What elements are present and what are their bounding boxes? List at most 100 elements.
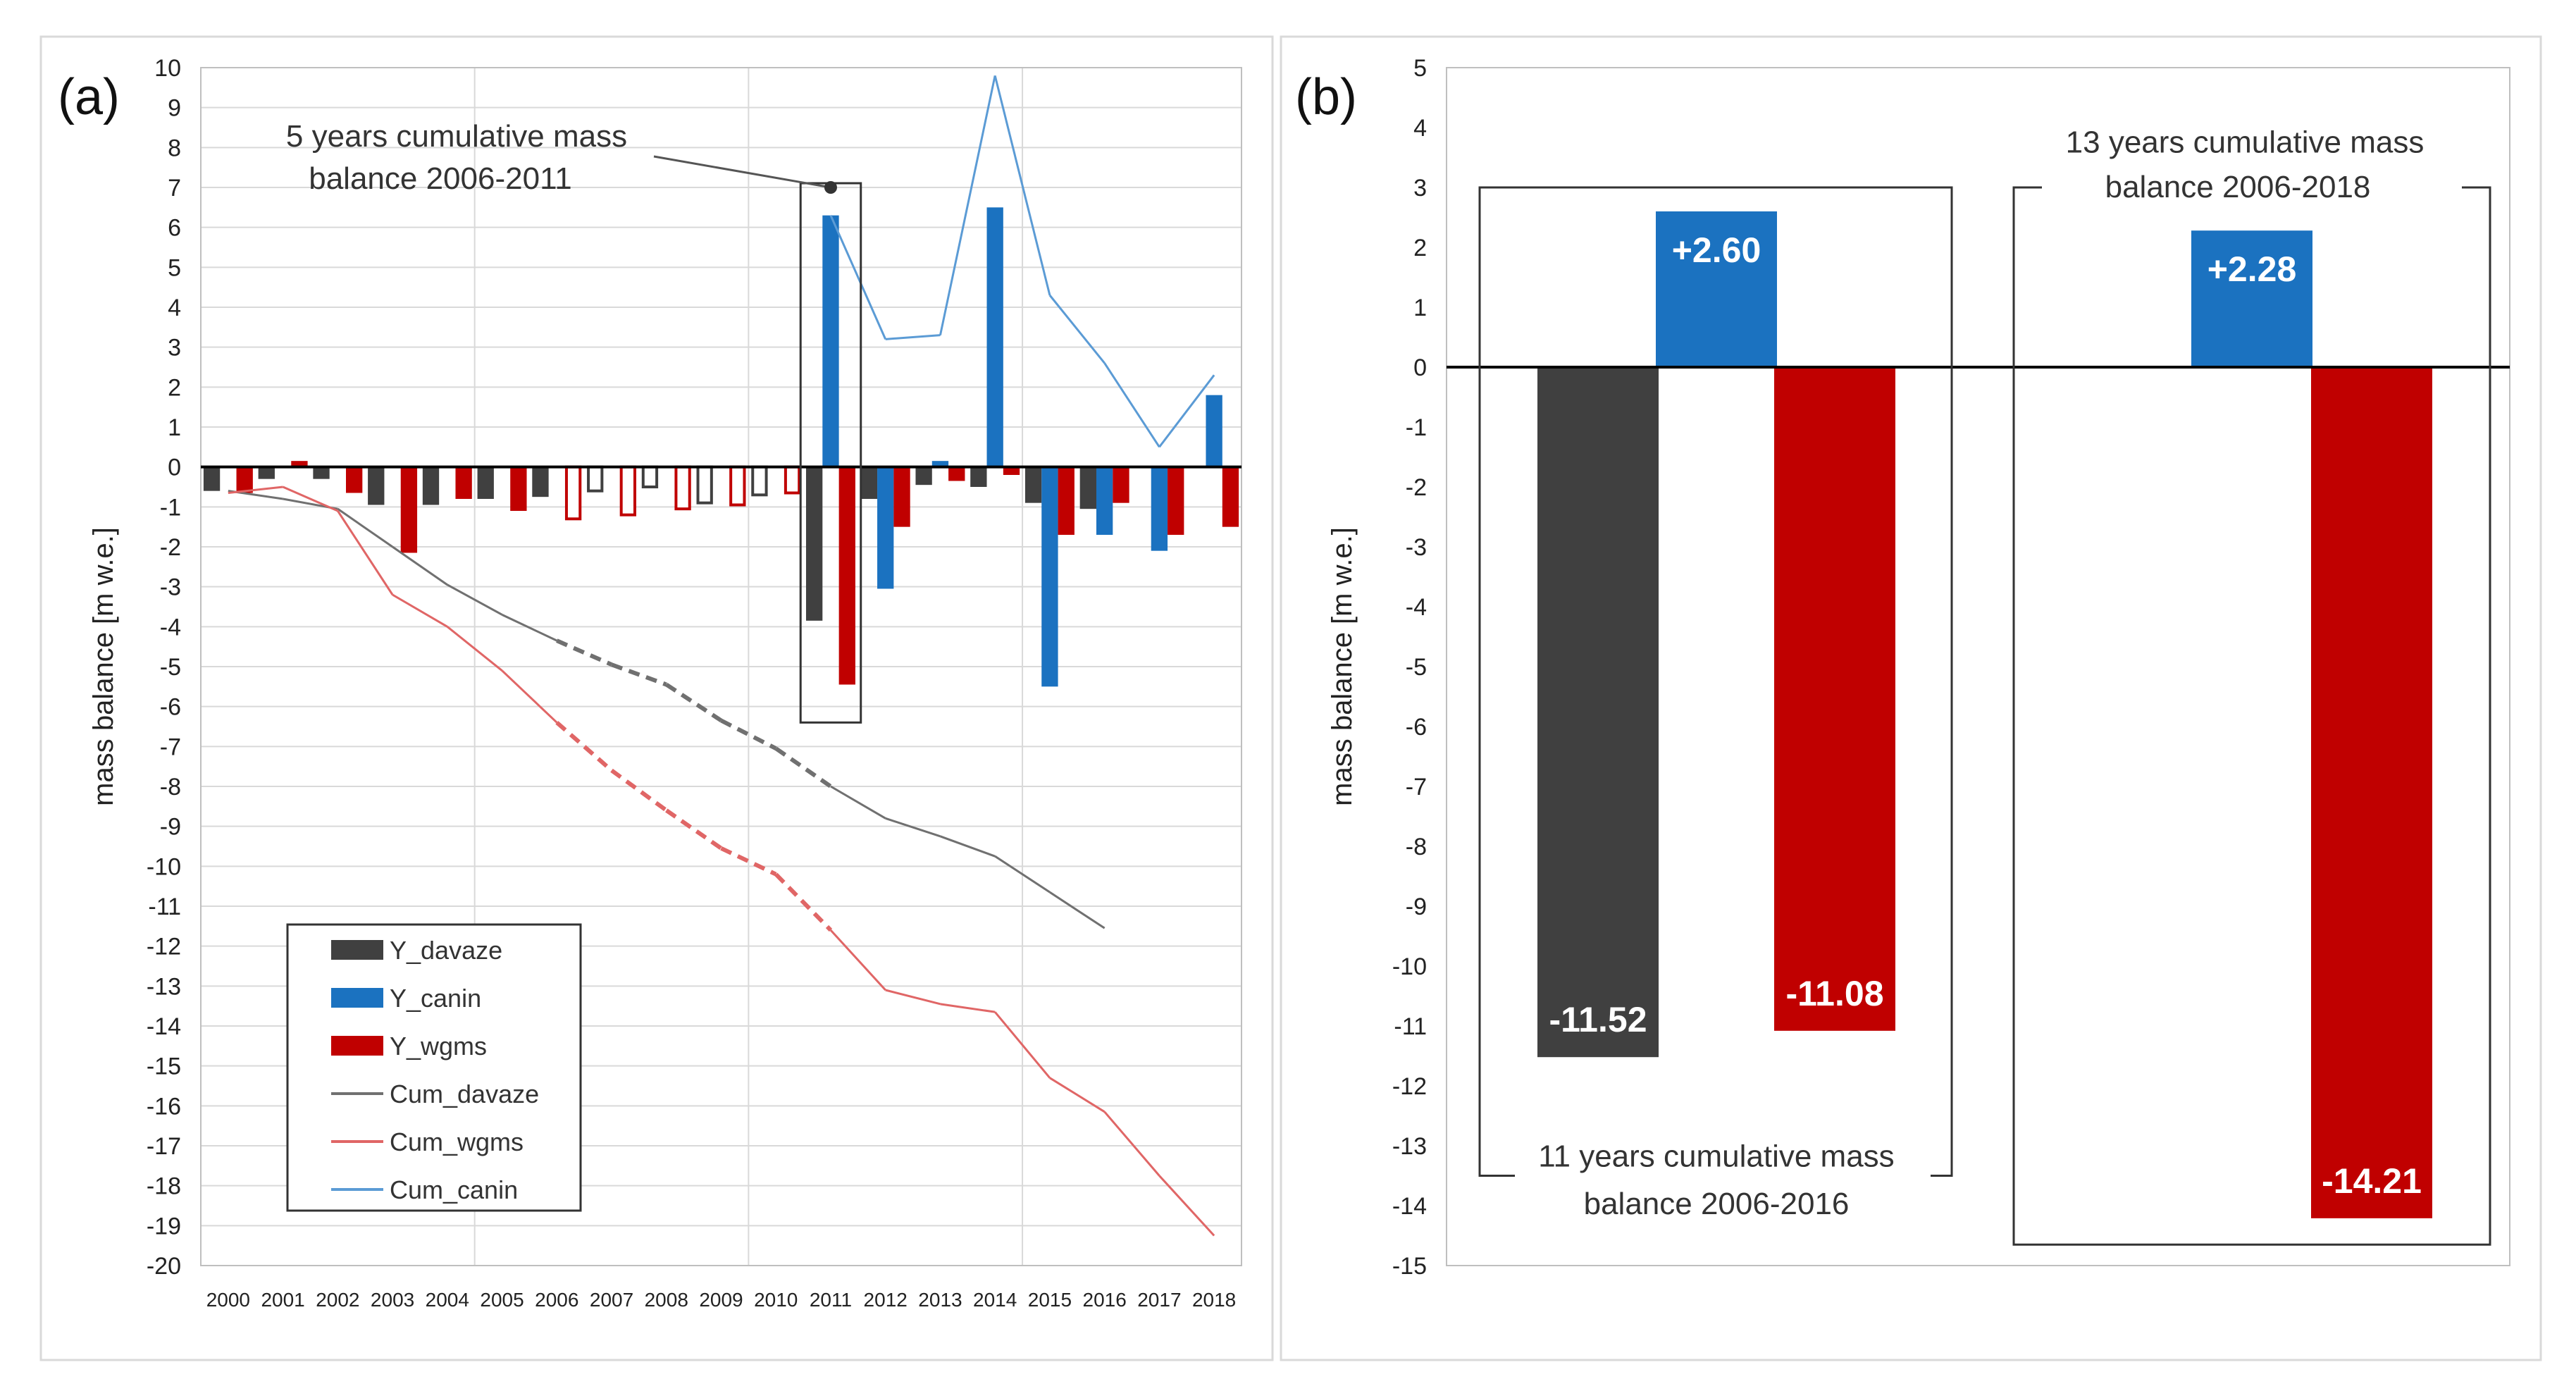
y-tick-label: 8 <box>168 135 181 161</box>
bar-y-wgms <box>2311 367 2432 1218</box>
line-cum-davaze <box>1049 891 1106 929</box>
x-tick-label: 2005 <box>480 1289 524 1311</box>
bar-y-davaze <box>915 466 932 486</box>
bar-y-canin <box>986 207 1003 467</box>
y-tick-label: -7 <box>160 734 181 760</box>
x-tick-label: 2006 <box>535 1289 578 1311</box>
bar-y-canin <box>931 461 949 467</box>
annotation-text: balance 2006-2011 <box>309 161 572 196</box>
y-tick-label: -14 <box>147 1013 181 1040</box>
bar-y-davaze <box>203 466 221 491</box>
bar-y-wgms-hollow <box>619 465 637 517</box>
bar-y-davaze <box>422 466 440 505</box>
y-tick-label: 2 <box>168 374 181 401</box>
bar-y-davaze <box>970 466 987 487</box>
line-cum-canin <box>1158 374 1215 448</box>
y-tick-label: 0 <box>168 455 181 481</box>
panel-b-frame <box>1280 35 2542 1361</box>
y-tick-label: 7 <box>168 175 181 202</box>
annotation-leader <box>653 155 831 189</box>
x-tick-label: 2008 <box>645 1289 688 1311</box>
bar-y-davaze <box>368 466 385 505</box>
legend-a <box>286 923 582 1212</box>
line-cum-davaze <box>774 746 832 789</box>
y-tick-label: -10 <box>147 853 181 880</box>
x-tick-label: 2007 <box>590 1289 633 1311</box>
bar-value-label: -11.52 <box>1549 1000 1647 1039</box>
line-cum-wgms <box>555 721 614 772</box>
bar-value-label: +2.60 <box>1672 230 1761 270</box>
bar-y-wgms <box>510 466 527 511</box>
y-tick-label: 9 <box>168 95 181 122</box>
bar-y-canin <box>1206 395 1222 467</box>
plot-area-b <box>1446 67 2510 1266</box>
bar-y-wgms-hollow <box>564 465 582 521</box>
bar-y-canin <box>2191 230 2312 367</box>
y-tick-label: -4 <box>160 614 181 641</box>
bar-y-wgms <box>1774 367 1895 1031</box>
bar-y-davaze-hollow <box>696 465 713 505</box>
y-tick-label: 0 <box>1413 354 1427 381</box>
x-tick-label: 2004 <box>426 1289 469 1311</box>
y-axis-label: mass balance [m w.e.] <box>88 527 119 806</box>
legend-swatch <box>331 1036 383 1056</box>
bar-y-davaze <box>860 466 878 499</box>
line-cum-davaze <box>556 638 613 667</box>
bar-y-wgms <box>893 466 910 527</box>
bar-y-canin <box>877 466 894 589</box>
line-cum-wgms <box>337 510 394 595</box>
legend-label: Y_canin <box>390 984 481 1013</box>
line-cum-davaze <box>337 507 393 548</box>
line-cum-davaze <box>939 835 996 858</box>
line-cum-wgms <box>829 929 886 991</box>
x-tick-label: 2001 <box>261 1289 304 1311</box>
bar-y-canin <box>822 215 839 467</box>
y-tick-label: -3 <box>160 574 181 601</box>
bar-y-wgms <box>838 466 855 685</box>
line-cum-davaze <box>501 613 557 642</box>
bar-y-canin <box>1656 211 1777 367</box>
y-tick-label: 5 <box>1413 55 1427 82</box>
bar-y-wgms <box>400 466 418 553</box>
y-tick-label: 3 <box>168 335 181 361</box>
y-tick-label: -11 <box>148 894 181 920</box>
legend-label: Y_davaze <box>390 936 502 965</box>
panel-a-plot: -20-19-18-17-16-15-14-13-12-11-10-9-8-7-… <box>88 55 1242 1311</box>
bar-y-wgms <box>455 466 472 499</box>
y-tick-label: 2 <box>1413 235 1427 261</box>
panel-a-frame <box>39 35 1274 1361</box>
line-cum-canin <box>885 334 941 340</box>
panel-b-label: (b) <box>1295 69 1357 125</box>
bar-y-davaze <box>258 466 275 479</box>
panel-b-plot: -15-14-13-12-11-10-9-8-7-6-5-4-3-2-10123… <box>1327 55 2510 1280</box>
y-tick-label: -15 <box>1392 1253 1427 1280</box>
y-tick-label: -17 <box>147 1133 181 1160</box>
bar-y-davaze <box>1079 466 1096 509</box>
y-tick-label: -13 <box>1392 1133 1427 1160</box>
legend-label: Cum_wgms <box>390 1127 524 1156</box>
y-tick-label: -20 <box>147 1253 181 1280</box>
y-tick-label: -3 <box>1406 534 1427 561</box>
group-box-2006-2018 <box>2012 186 2491 1246</box>
y-tick-label: -7 <box>1406 774 1427 800</box>
y-tick-label: -8 <box>1406 834 1427 860</box>
group-caption: balance 2006-2016 <box>1584 1187 1850 1221</box>
line-cum-wgms <box>610 768 668 812</box>
x-tick-label: 2015 <box>1028 1289 1072 1311</box>
y-tick-label: -16 <box>147 1093 181 1120</box>
bar-y-davaze-hollow <box>587 465 604 493</box>
plot-area-a <box>200 67 1242 1266</box>
bar-y-wgms <box>1168 466 1184 535</box>
annotation-text: 5 years cumulative mass <box>286 119 627 154</box>
line-cum-wgms <box>885 989 941 1006</box>
x-tick-label: 2002 <box>316 1289 359 1311</box>
line-cum-davaze <box>392 545 448 586</box>
line-cum-canin <box>993 75 1051 296</box>
line-cum-wgms <box>1103 1111 1160 1177</box>
line-cum-wgms <box>774 872 833 932</box>
x-tick-label: 2014 <box>973 1289 1017 1311</box>
line-cum-davaze <box>447 583 503 616</box>
y-tick-label: 3 <box>1413 175 1427 202</box>
y-tick-label: 4 <box>1413 115 1427 142</box>
